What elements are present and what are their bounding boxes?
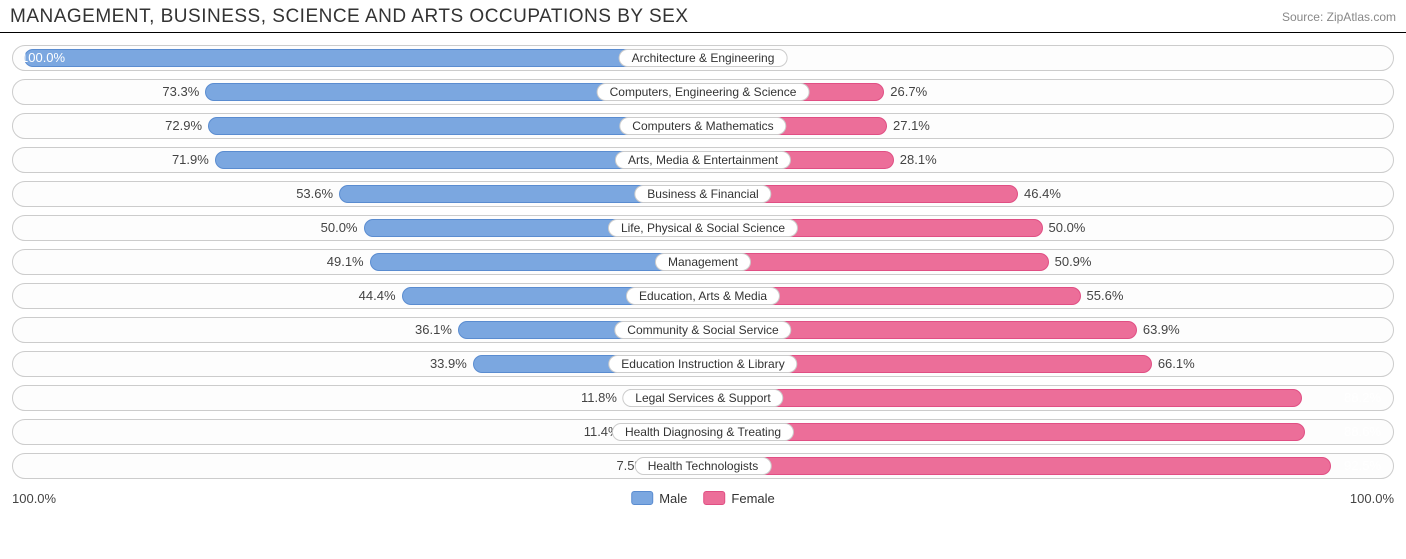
source-name: ZipAtlas.com <box>1327 10 1396 24</box>
category-label: Health Technologists <box>635 457 772 475</box>
male-pct-label: 73.3% <box>162 84 199 99</box>
male-pct-label: 33.9% <box>430 356 467 371</box>
female-pct-label: 26.7% <box>890 84 927 99</box>
chart-body: 100.0%0.0%Architecture & Engineering 73.3… <box>0 33 1406 479</box>
category-label: Education Instruction & Library <box>608 355 797 373</box>
female-pct-label: 50.9% <box>1055 254 1092 269</box>
chart-title: MANAGEMENT, BUSINESS, SCIENCE AND ARTS O… <box>10 6 689 28</box>
legend-label-male: Male <box>659 491 687 506</box>
female-pct-label: 28.1% <box>900 152 937 167</box>
male-pct-label: 50.0% <box>321 220 358 235</box>
axis-left-label: 100.0% <box>12 491 56 506</box>
male-pct-label: 44.4% <box>359 288 396 303</box>
legend-swatch-male <box>631 491 653 505</box>
category-label: Legal Services & Support <box>622 389 783 407</box>
female-pct-label: 46.4% <box>1024 186 1061 201</box>
male-bar <box>24 49 703 67</box>
source-prefix: Source: <box>1282 10 1323 24</box>
male-pct-label: 11.8% <box>581 390 617 405</box>
female-pct-label: 63.9% <box>1143 322 1180 337</box>
data-row: 11.4%88.6%Health Diagnosing & Treating <box>12 419 1394 445</box>
data-row: 33.9% 66.1% Education Instruction & Librar… <box>12 351 1394 377</box>
female-pct-label: 66.1% <box>1158 356 1195 371</box>
chart-header: MANAGEMENT, BUSINESS, SCIENCE AND ARTS O… <box>0 0 1406 33</box>
data-row: 100.0%0.0%Architecture & Engineering <box>12 45 1394 71</box>
data-row: 11.8% 88.2% Legal Services & Support <box>12 385 1394 411</box>
male-pct-label: 49.1% <box>327 254 364 269</box>
female-bar <box>703 253 1049 271</box>
data-row: 36.1% 63.9% Community & Social Service <box>12 317 1394 343</box>
male-pct-label: 72.9% <box>165 118 202 133</box>
female-pct-label: 88.2% <box>1344 390 1381 405</box>
category-label: Community & Social Service <box>614 321 791 339</box>
chart-legend: Male Female <box>631 491 775 506</box>
female-pct-label: 92.5% <box>1344 458 1381 473</box>
female-pct-label: 88.6% <box>1344 424 1381 439</box>
male-pct-label: 53.6% <box>296 186 333 201</box>
data-row: 7.5%92.5%Health Technologists <box>12 453 1394 479</box>
data-row: 44.4% 55.6% Education, Arts & Media <box>12 283 1394 309</box>
category-label: Education, Arts & Media <box>626 287 780 305</box>
female-pct-label: 27.1% <box>893 118 930 133</box>
category-label: Management <box>655 253 751 271</box>
female-pct-label: 50.0% <box>1049 220 1086 235</box>
category-label: Arts, Media & Entertainment <box>615 151 791 169</box>
category-label: Life, Physical & Social Science <box>608 219 798 237</box>
category-label: Computers, Engineering & Science <box>597 83 810 101</box>
chart-axis: 100.0% Male Female 100.0% <box>12 487 1394 509</box>
data-row: 50.0% 50.0% Life, Physical & Social Scienc… <box>12 215 1394 241</box>
data-row: 53.6% 46.4% Business & Financial <box>12 181 1394 207</box>
female-pct-label: 55.6% <box>1087 288 1124 303</box>
data-row: 49.1% 50.9% Management <box>12 249 1394 275</box>
male-pct-label: 36.1% <box>415 322 452 337</box>
chart-container: MANAGEMENT, BUSINESS, SCIENCE AND ARTS O… <box>0 0 1406 559</box>
category-label: Health Diagnosing & Treating <box>612 423 794 441</box>
data-row: 73.3% 26.7% Computers, Engineering & Scien… <box>12 79 1394 105</box>
data-row: 71.9% 28.1% Arts, Media & Entertainment <box>12 147 1394 173</box>
axis-right-label: 100.0% <box>1350 491 1394 506</box>
data-row: 72.9% 27.1% Computers & Mathematics <box>12 113 1394 139</box>
category-label: Computers & Mathematics <box>619 117 786 135</box>
category-label: Business & Financial <box>634 185 771 203</box>
female-bar <box>703 457 1331 475</box>
category-label: Architecture & Engineering <box>619 49 788 67</box>
legend-label-female: Female <box>731 491 774 506</box>
male-bar <box>370 253 703 271</box>
chart-source: Source: ZipAtlas.com <box>1282 10 1396 24</box>
female-bar <box>703 389 1302 407</box>
male-pct-label: 71.9% <box>172 152 209 167</box>
legend-swatch-female <box>703 491 725 505</box>
male-pct-label: 100.0% <box>21 50 65 65</box>
